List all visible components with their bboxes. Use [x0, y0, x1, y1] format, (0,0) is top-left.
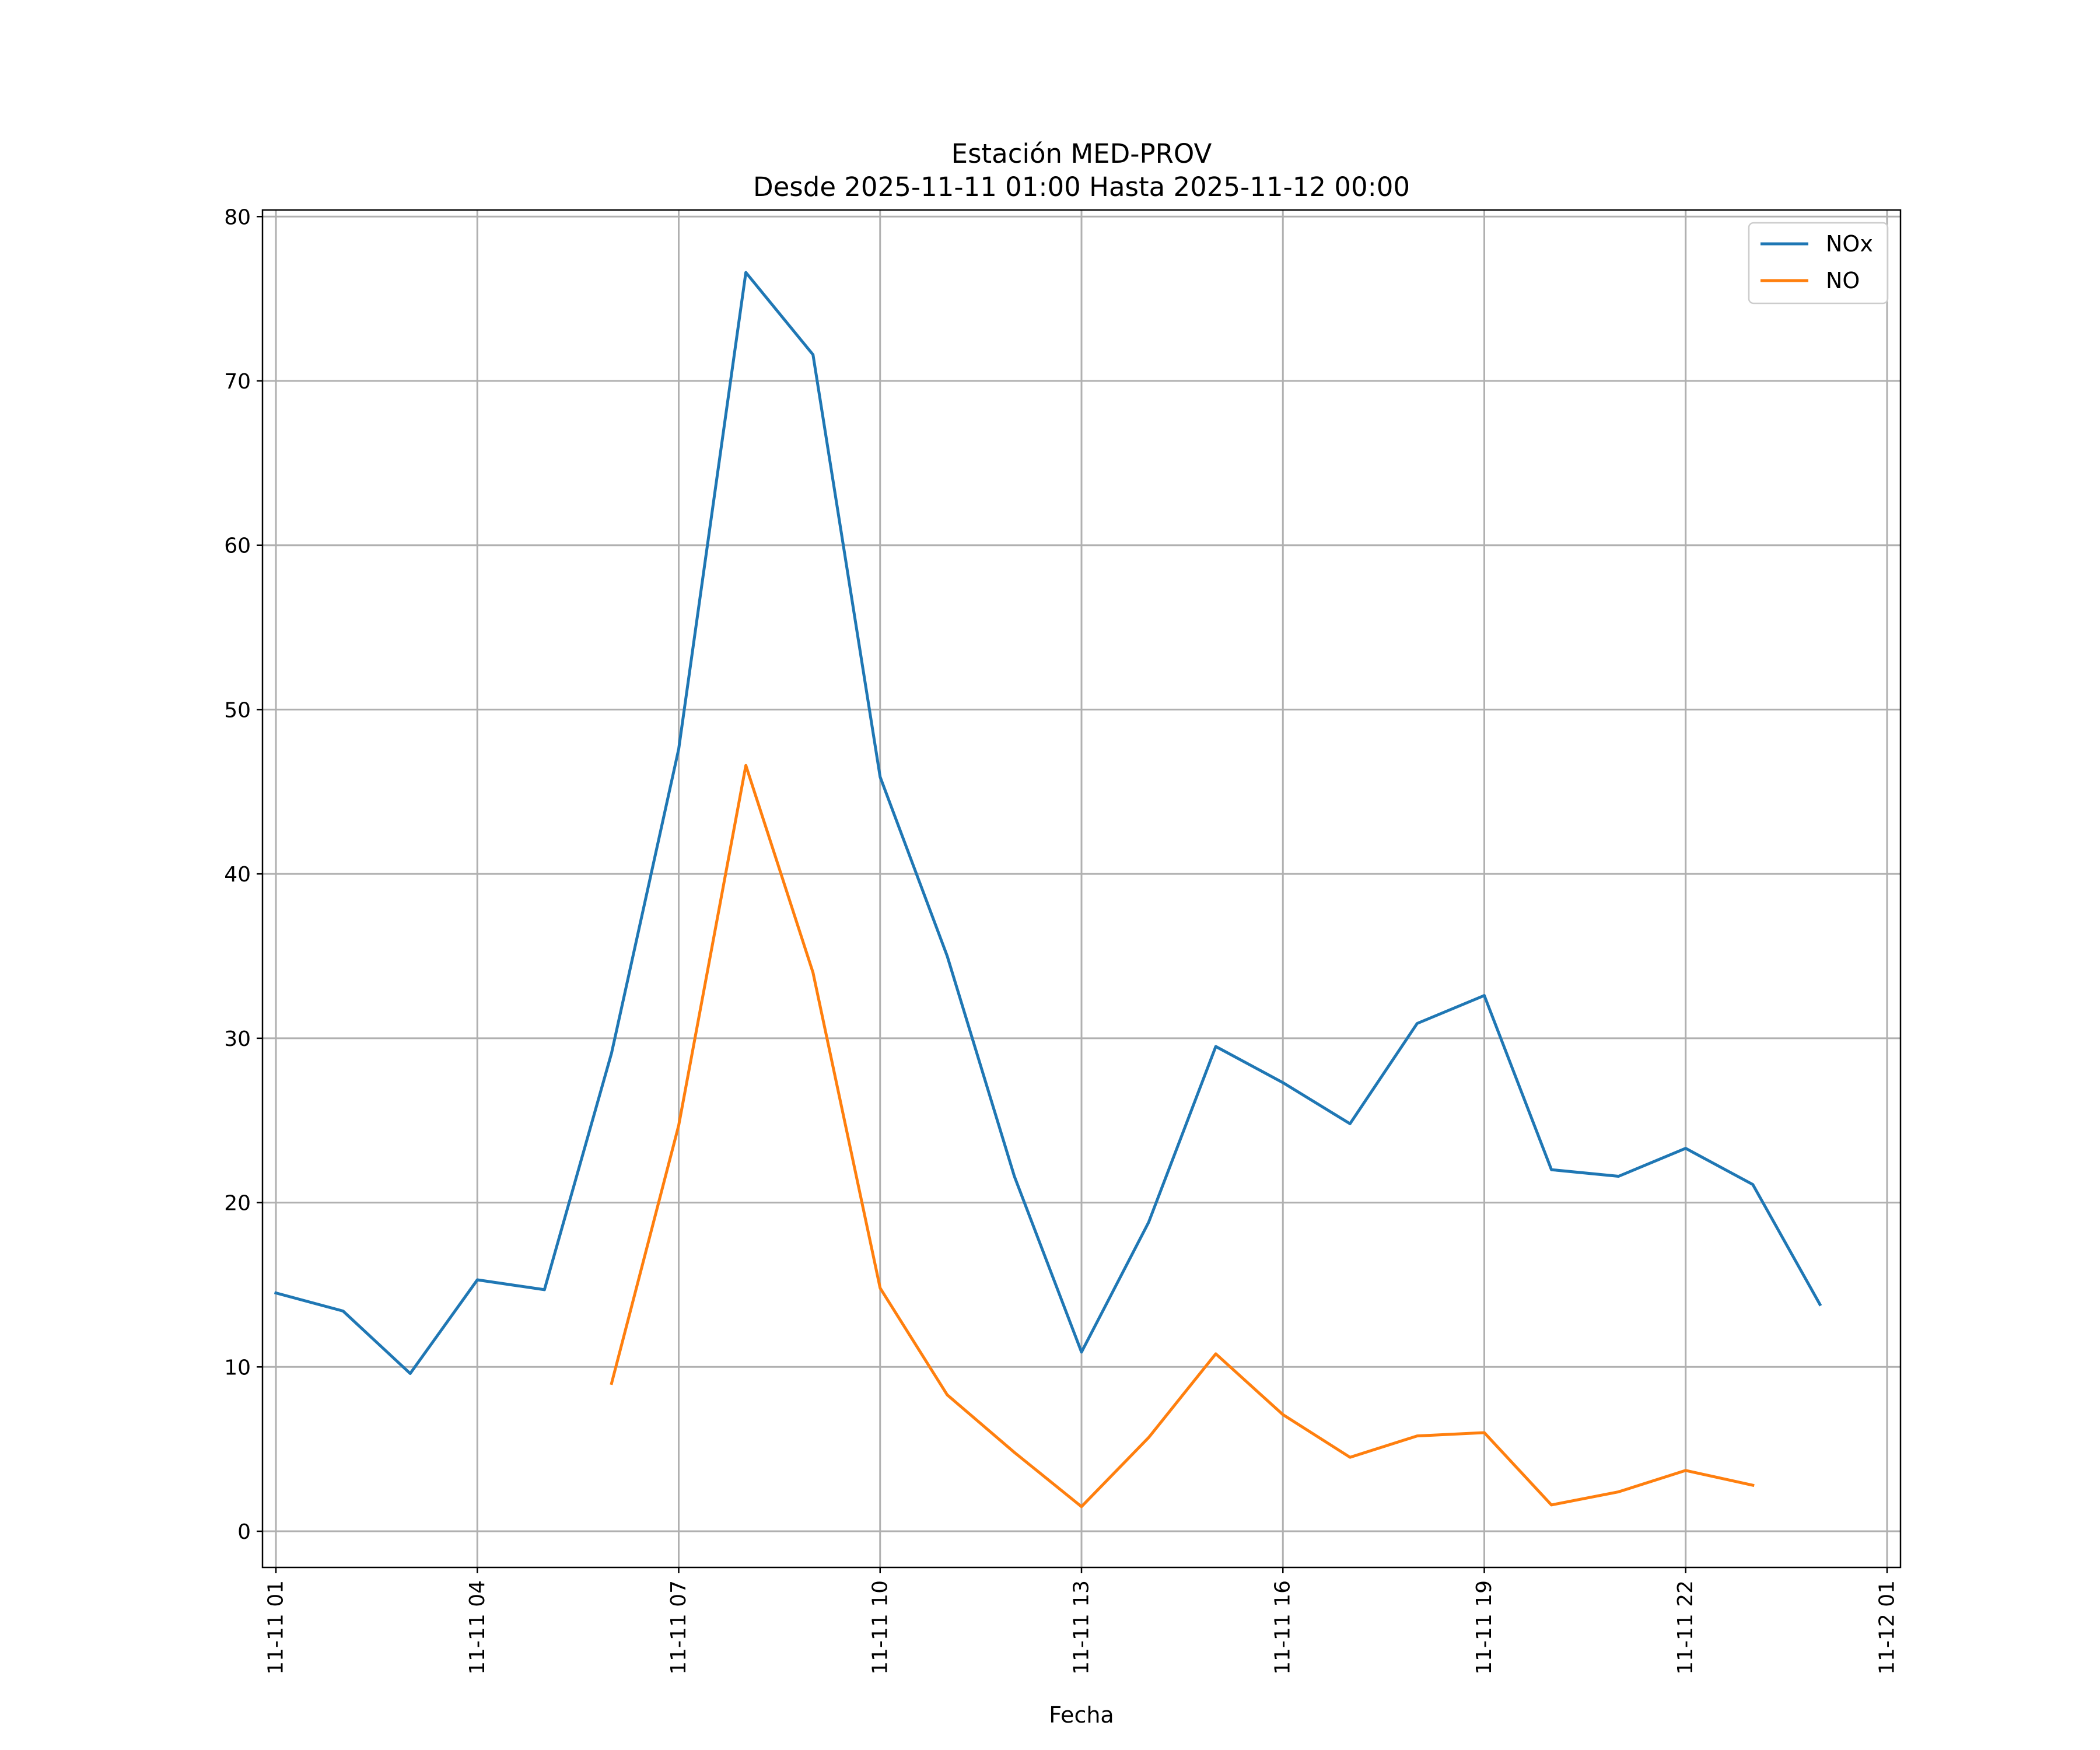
series-line-nox [274, 271, 1822, 1376]
y-tick-label: 80 [224, 205, 251, 229]
y-tick-label: 40 [224, 863, 251, 887]
y-tick-label: 20 [224, 1192, 251, 1216]
legend: NOx NO [1748, 222, 1889, 304]
x-tick-label: 11-11 10 [868, 1580, 892, 1675]
y-tick-label: 30 [224, 1027, 251, 1051]
x-tick-label: 11-11 19 [1472, 1580, 1496, 1675]
y-tick-label: 60 [224, 534, 251, 558]
x-tick-label: 11-11 01 [264, 1580, 288, 1675]
y-tick-label: 70 [224, 370, 251, 394]
axis-ticks: 0 10 20 30 40 50 60 70 80 11-11 01 11-11 04 11-11 0… [224, 205, 1899, 1675]
x-tick-label: 11-11 22 [1674, 1580, 1698, 1675]
x-tick-label: 11-11 07 [667, 1580, 691, 1675]
series-line-no [610, 764, 1755, 1508]
x-tick-label: 11-12 01 [1875, 1580, 1899, 1675]
y-tick-label: 0 [237, 1520, 251, 1544]
grid [262, 210, 1901, 1567]
chart-title: Estación MED-PROV [951, 138, 1212, 169]
y-tick-label: 50 [224, 698, 251, 722]
legend-label-nox: NOx [1826, 231, 1873, 257]
x-axis-label: Fecha [1049, 1702, 1114, 1728]
y-tick-label: 10 [224, 1356, 251, 1380]
chart-subtitle: Desde 2025-11-11 01:00 Hasta 2025-11-12 … [753, 172, 1410, 202]
x-tick-label: 11-11 13 [1070, 1580, 1094, 1675]
x-tick-label: 11-11 04 [466, 1580, 489, 1675]
series-group [274, 271, 1822, 1508]
legend-label-no: NO [1826, 268, 1860, 293]
x-tick-label: 11-11 16 [1271, 1580, 1295, 1675]
